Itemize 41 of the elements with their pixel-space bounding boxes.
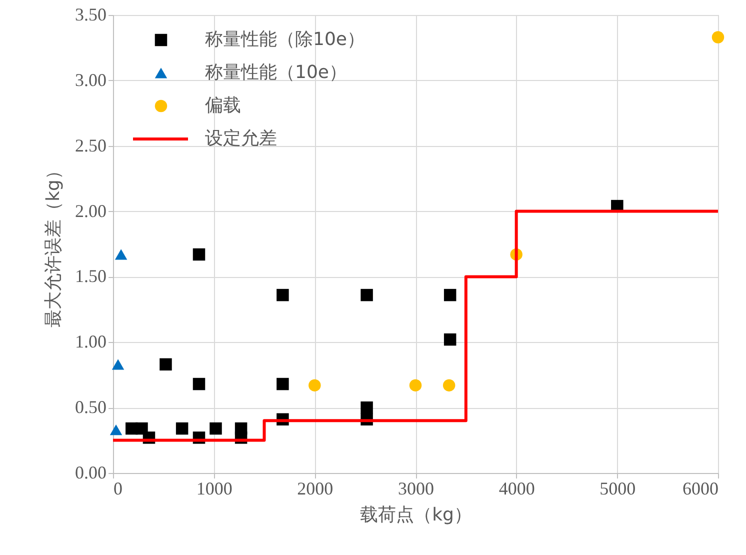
point <box>409 379 422 392</box>
legend-label: 设定允差 <box>205 128 277 149</box>
line-series <box>112 210 720 442</box>
x-tick-label: 2000 <box>297 478 334 498</box>
legend-label: 称量性能（除10e） <box>205 29 365 50</box>
legend-label: 称量性能（10e） <box>205 62 347 83</box>
y-tick-label: 3.50 <box>75 4 106 24</box>
y-tick-label: 2.50 <box>75 135 106 156</box>
point <box>112 359 124 370</box>
point <box>276 288 289 302</box>
y-tick-label: 0.00 <box>75 462 106 482</box>
point <box>160 358 172 371</box>
point <box>136 422 148 435</box>
y-tick-label: 3.00 <box>75 70 106 90</box>
x-tick-label: 0 <box>114 478 122 498</box>
point <box>360 288 373 302</box>
point <box>712 31 724 44</box>
point <box>114 249 128 260</box>
x-axis-title: 载荷点（kg） <box>360 504 472 526</box>
y-tick-label: 1.50 <box>75 266 106 286</box>
point <box>192 248 206 261</box>
point <box>360 401 373 414</box>
point <box>110 424 122 436</box>
point <box>176 422 188 435</box>
point <box>442 379 456 392</box>
point <box>444 288 456 302</box>
x-tick-label: 6000 <box>682 478 718 498</box>
y-tick-label: 1.00 <box>75 332 106 352</box>
point <box>444 333 456 346</box>
y-axis-title: 最大允许误差（kg） <box>43 162 64 328</box>
legend-label: 偏载 <box>205 95 241 116</box>
point <box>276 378 289 390</box>
point <box>308 379 321 392</box>
point <box>210 422 222 435</box>
point <box>192 378 206 390</box>
y-tick-label: 2.00 <box>75 200 106 221</box>
x-tick-label: 4000 <box>498 478 535 498</box>
x-tick-label: 1000 <box>196 478 232 498</box>
x-tick-label: 5000 <box>600 478 636 498</box>
x-tick-label: 3000 <box>398 478 434 498</box>
y-tick-label: 0.50 <box>75 397 106 418</box>
